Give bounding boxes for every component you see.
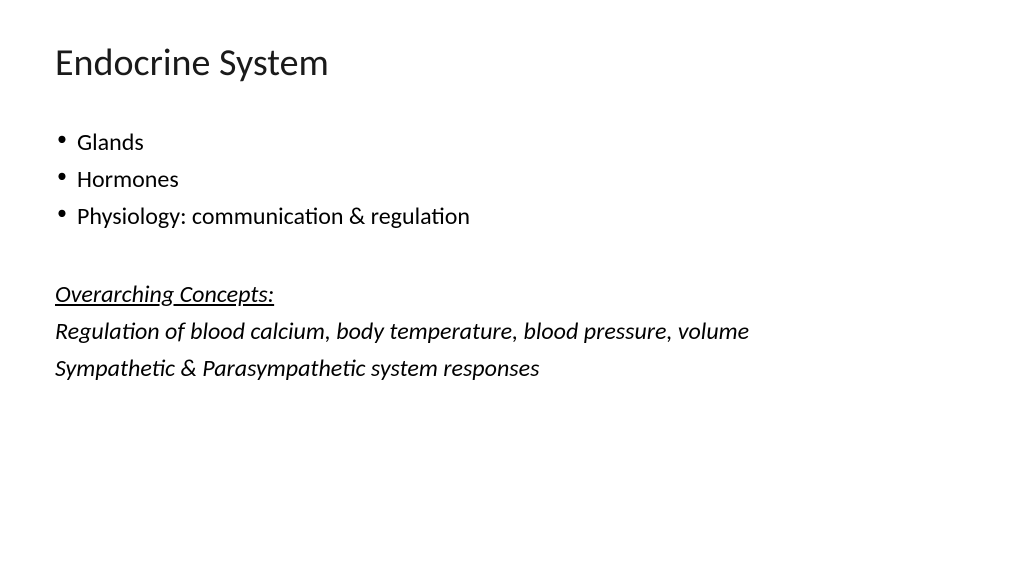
bullet-item: Physiology: communication & regulation: [55, 198, 969, 235]
concepts-section: Overarching Concepts: Regulation of bloo…: [55, 276, 969, 388]
concepts-line: Regulation of blood calcium, body temper…: [55, 313, 969, 350]
slide-title: Endocrine System: [55, 40, 969, 86]
bullet-list: Glands Hormones Physiology: communicatio…: [55, 124, 969, 236]
concepts-heading: Overarching Concepts:: [55, 276, 969, 313]
bullet-item: Glands: [55, 124, 969, 161]
bullet-item: Hormones: [55, 161, 969, 198]
concepts-line: Sympathetic & Parasympathetic system res…: [55, 350, 969, 387]
